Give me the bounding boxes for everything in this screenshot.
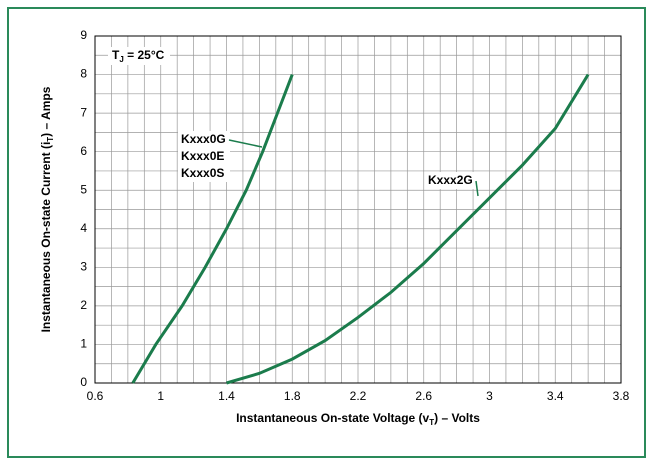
label-bg bbox=[178, 131, 230, 182]
y-tick-label: 0 bbox=[80, 375, 87, 389]
y-axis-label-part: Instantaneous On-state Current (i bbox=[39, 142, 53, 333]
plot-border bbox=[94, 35, 622, 384]
legend-label: Kxxx0G bbox=[181, 132, 226, 146]
y-tick-label: 8 bbox=[80, 67, 87, 81]
legend-label: Kxxx2G bbox=[428, 173, 473, 187]
line-series bbox=[226, 73, 590, 385]
y-axis-label: Instantaneous On-state Current (iT) – Am… bbox=[39, 86, 55, 332]
x-axis-label-part: ) – Volts bbox=[434, 411, 480, 425]
x-tick-label: 1 bbox=[157, 389, 164, 403]
x-tick-label: 3.8 bbox=[613, 389, 630, 403]
y-tick-label: 1 bbox=[80, 337, 87, 351]
leader-line bbox=[228, 139, 263, 148]
condition-label-part: = 25°C bbox=[124, 48, 165, 62]
condition-label: TJ = 25°C bbox=[112, 48, 165, 64]
legend-label: Kxxx0E bbox=[181, 149, 224, 163]
x-tick-label: 3 bbox=[486, 389, 493, 403]
condition-label-part: T bbox=[112, 48, 120, 62]
y-tick-label: 9 bbox=[80, 28, 87, 42]
x-axis-label-part: Instantaneous On-state Voltage (v bbox=[236, 411, 429, 425]
x-tick-label: 0.6 bbox=[87, 389, 104, 403]
leader-line bbox=[475, 180, 479, 197]
x-tick-label: 2.2 bbox=[350, 389, 367, 403]
label-bg bbox=[425, 172, 477, 189]
x-tick-label: 2.6 bbox=[415, 389, 432, 403]
y-tick-label: 2 bbox=[80, 298, 87, 312]
x-tick-label: 1.4 bbox=[218, 389, 235, 403]
y-tick-label: 3 bbox=[80, 260, 87, 274]
x-tick-label: 3.4 bbox=[547, 389, 564, 403]
x-axis-label: Instantaneous On-state Voltage (vT) – Vo… bbox=[236, 411, 480, 427]
y-tick-label: 5 bbox=[80, 182, 87, 196]
y-axis-label-part: T bbox=[46, 137, 55, 142]
line-series bbox=[131, 74, 294, 384]
x-axis-label-part: T bbox=[429, 418, 434, 427]
y-axis-label-part: ) – Amps bbox=[39, 86, 53, 137]
y-tick-label: 7 bbox=[80, 105, 87, 119]
y-tick-label: 6 bbox=[80, 144, 87, 158]
x-tick-label: 1.8 bbox=[284, 389, 301, 403]
condition-label-part: J bbox=[119, 55, 123, 64]
legend-label: Kxxx0S bbox=[181, 166, 224, 180]
y-tick-label: 4 bbox=[80, 221, 87, 235]
label-bg bbox=[108, 47, 170, 65]
